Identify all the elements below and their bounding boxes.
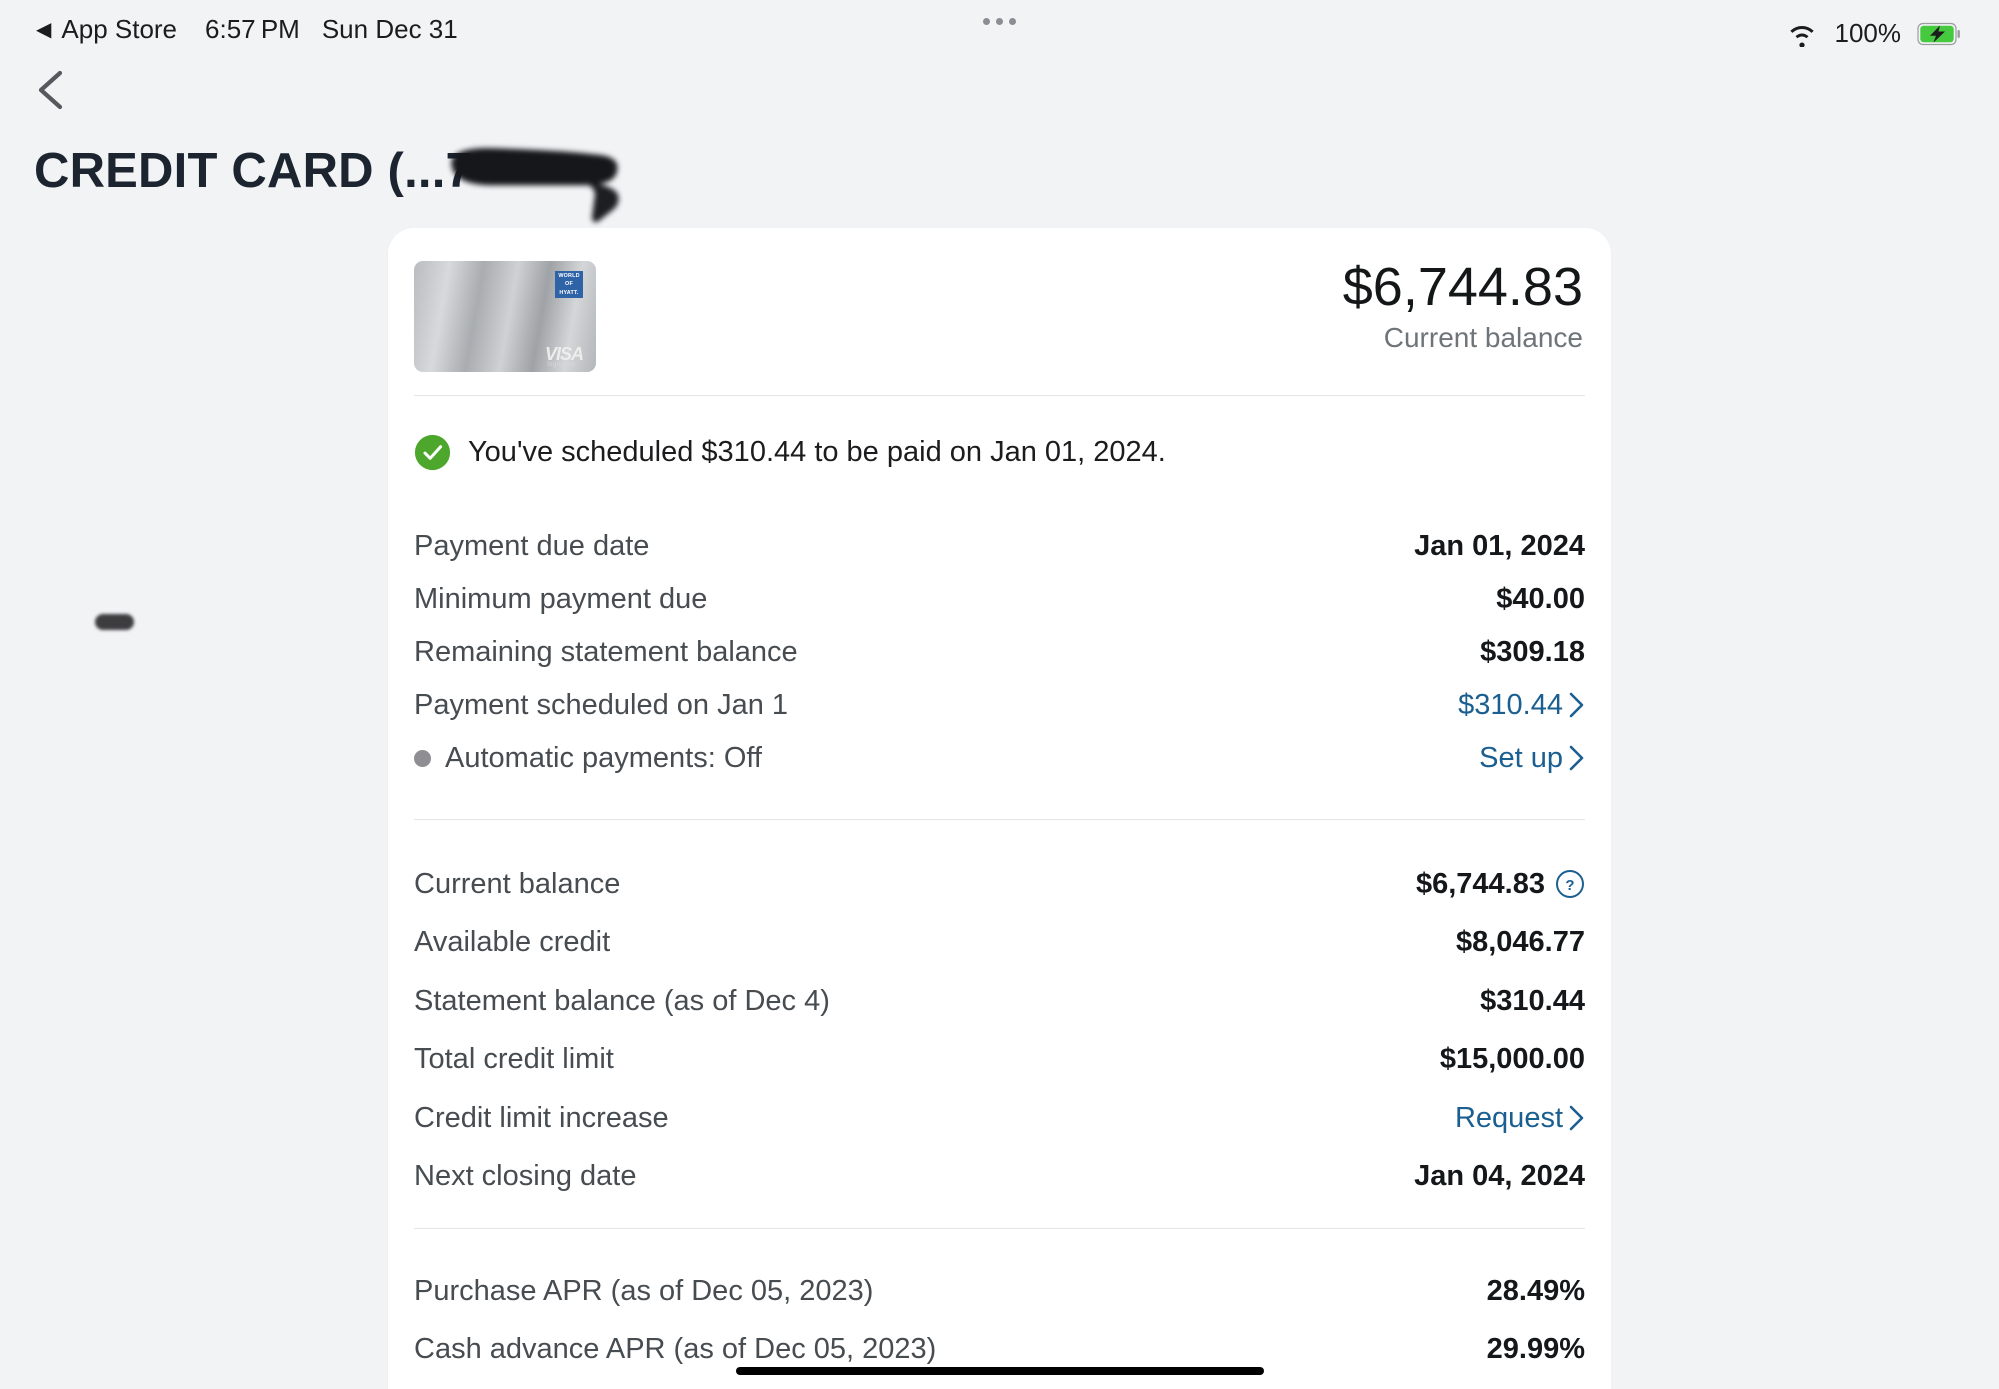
svg-text:?: ? [1565, 877, 1574, 894]
